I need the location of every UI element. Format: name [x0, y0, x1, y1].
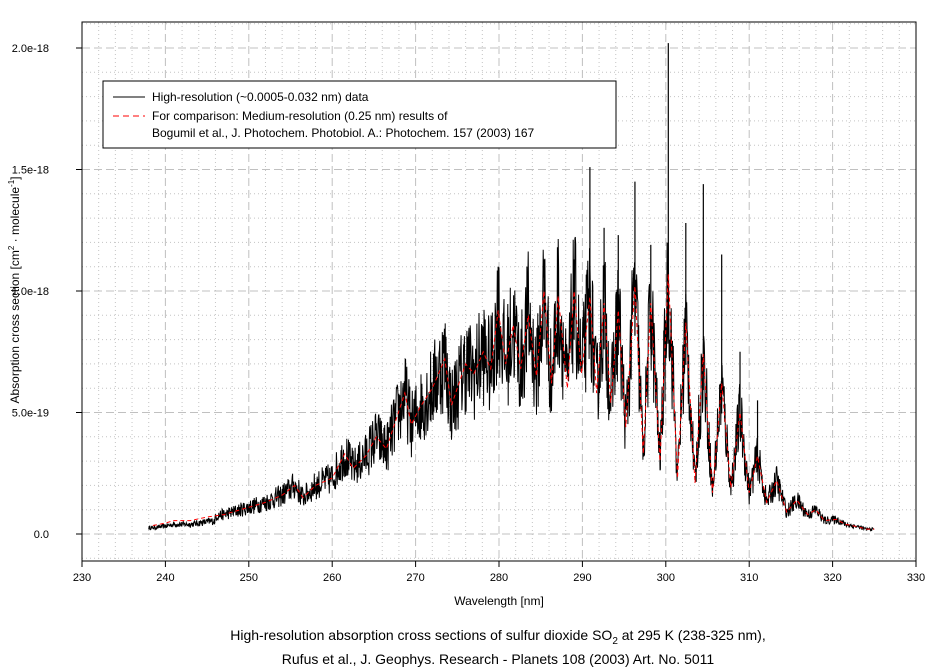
axis-ticks: 230 240 250 260 270 280 290 300 310 320 330 0.0 5.0e…: [12, 43, 925, 584]
caption-part: High-resolution absorption cross section…: [230, 627, 612, 643]
x-tick-label: 270: [406, 572, 424, 584]
y-axis-title-part: Absorption cross section [cm: [8, 250, 22, 403]
legend-label-medium-resolution: For comparison: Medium-resolution (0.25 …: [152, 109, 448, 123]
legend: High-resolution (~0.0005-0.032 nm) data …: [102, 80, 617, 149]
caption-line-1: High-resolution absorption cross section…: [230, 627, 766, 647]
x-tick-label: 320: [823, 572, 841, 584]
y-tick-label: 1.5e-18: [12, 165, 49, 177]
legend-label-medium-resolution-reference: Bogumil et al., J. Photochem. Photobiol.…: [152, 126, 535, 140]
y-axis-title: Absorption cross section [cm2 · molecule…: [7, 176, 22, 403]
x-tick-label: 240: [156, 572, 174, 584]
x-axis-title: Wavelength [nm]: [454, 594, 544, 608]
y-tick-label: 1.0e-18: [12, 286, 49, 298]
y-tick-label: 2.0e-18: [12, 43, 49, 55]
y-axis-title-sup: -1: [7, 179, 16, 187]
x-tick-label: 230: [73, 572, 91, 584]
legend-label-high-resolution: High-resolution (~0.0005-0.032 nm) data: [152, 90, 369, 104]
y-axis-title-part: · molecule: [8, 187, 22, 246]
caption-line-2: Rufus et al., J. Geophys. Research - Pla…: [282, 651, 715, 667]
x-tick-label: 310: [740, 572, 758, 584]
series-high-resolution-line: [148, 236, 875, 532]
caption-part: at 295 K (238-325 nm),: [618, 627, 766, 643]
x-tick-label: 330: [907, 572, 925, 584]
y-axis-title-sup: 2: [7, 245, 16, 250]
y-tick-label: 0.0: [34, 529, 49, 541]
y-axis-title-part: ]: [8, 176, 22, 179]
x-tick-label: 260: [323, 572, 341, 584]
series-medium-resolution-line: [152, 273, 875, 530]
series-layer: [148, 43, 875, 532]
legend-box: [102, 80, 617, 149]
x-tick-label: 300: [657, 572, 675, 584]
y-tick-label: 5.0e-19: [12, 408, 49, 420]
x-tick-label: 250: [240, 572, 258, 584]
x-tick-label: 280: [490, 572, 508, 584]
caption-subscript: 2: [612, 636, 618, 647]
x-tick-label: 290: [573, 572, 591, 584]
